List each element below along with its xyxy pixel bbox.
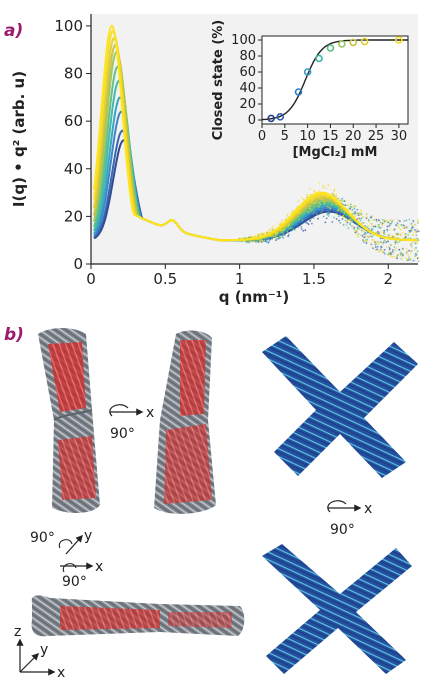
y-tick-label: 0 — [73, 255, 83, 273]
y-tick-label: 20 — [64, 207, 83, 225]
inset-x-tick-label: 0 — [258, 129, 266, 144]
rotation-yx: 90° y x 90° — [30, 528, 103, 590]
rotation-x-top: x 90° — [110, 405, 154, 442]
y-tick-label: 60 — [64, 112, 83, 130]
inset-plot-area — [262, 36, 408, 124]
rotation-axis-y: y — [84, 528, 92, 544]
inset-x-axis-title: [MgCl₂] mM — [293, 145, 378, 160]
x-tick-label: 1.5 — [302, 270, 326, 288]
rotation-x-right: x 90° — [328, 501, 372, 538]
cross-structure-bottom — [262, 544, 412, 674]
rod-structure-front — [38, 328, 100, 513]
inset-x-tick-label: 20 — [345, 129, 362, 144]
triad-x-label: x — [57, 665, 65, 681]
y-tick-label: 100 — [54, 17, 83, 35]
x-axis-title: q (nm⁻¹) — [219, 288, 289, 306]
triad-y-label: y — [40, 642, 48, 658]
rotation-angle-y: 90° — [30, 530, 55, 546]
rotation-axis-label: x — [146, 405, 154, 421]
x-tick-label: 0.5 — [153, 270, 177, 288]
inset-y-tick-label: 60 — [239, 65, 256, 80]
inset-y-axis-title: Closed state (%) — [211, 20, 226, 141]
rotation-angle-label-right: 90° — [330, 522, 355, 538]
x-tick-label: 2 — [383, 270, 393, 288]
inset-y-tick-label: 0 — [248, 113, 256, 128]
rod-structure-rotated — [154, 331, 216, 514]
inset-x-tick-label: 5 — [281, 129, 289, 144]
inset-y-tick-label: 20 — [239, 97, 256, 112]
cross-structure-top — [262, 336, 418, 478]
panel-b-label: b) — [4, 325, 24, 345]
inset-x-tick-label: 30 — [391, 129, 408, 144]
rotation-angle-label: 90° — [110, 426, 135, 442]
panel-a-label: a) — [4, 21, 23, 41]
triad-z-label: z — [14, 624, 21, 640]
y-axis-title: I(q) • q² (arb. u) — [10, 71, 28, 207]
y-tick-label: 80 — [64, 65, 83, 83]
inset-y-tick-label: 40 — [239, 81, 256, 96]
inset-y-tick-label: 100 — [231, 33, 256, 48]
inset-x-tick-label: 25 — [368, 129, 385, 144]
inset-x-tick-label: 10 — [299, 129, 316, 144]
inset-x-tick-label: 15 — [322, 129, 339, 144]
x-tick-label: 1 — [235, 270, 245, 288]
rod-structure-horizontal — [32, 595, 245, 636]
inset-y-tick-label: 80 — [239, 49, 256, 64]
rotation-axis-x: x — [95, 559, 103, 575]
rotation-angle-x: 90° — [62, 574, 87, 590]
x-tick-label: 0 — [86, 270, 96, 288]
y-tick-label: 40 — [64, 160, 83, 178]
rotation-axis-label-right: x — [364, 501, 372, 517]
